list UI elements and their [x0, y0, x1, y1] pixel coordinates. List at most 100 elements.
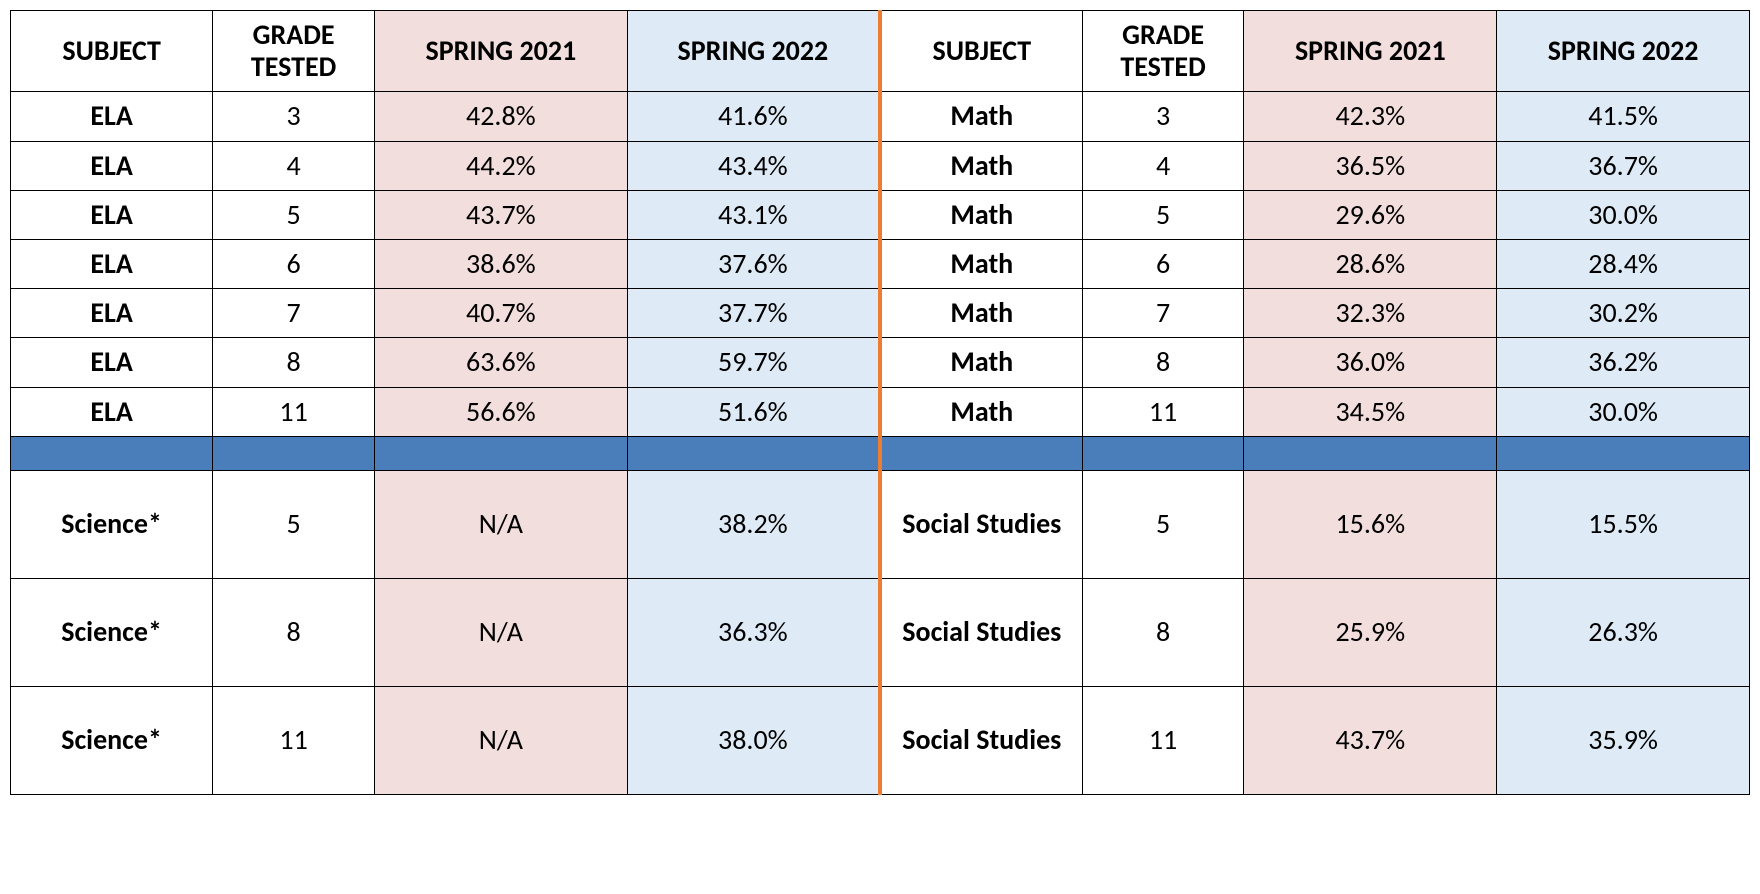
- assessment-table: SUBJECT GRADE TESTED SPRING 2021 SPRING …: [10, 10, 1750, 795]
- cell-s22: 36.3%: [627, 578, 880, 686]
- cell-grade: 8: [213, 578, 375, 686]
- cell-s21: N/A: [374, 578, 627, 686]
- cell-s21: 36.0%: [1244, 338, 1497, 387]
- cell-grade: 11: [1082, 686, 1244, 794]
- cell-grade: 11: [213, 686, 375, 794]
- sep-cell: [213, 436, 375, 470]
- cell-s21: 29.6%: [1244, 190, 1497, 239]
- cell-subject: Social Studies: [880, 578, 1082, 686]
- cell-grade: 4: [1082, 141, 1244, 190]
- sep-cell: [1244, 436, 1497, 470]
- cell-subject: ELA: [11, 92, 213, 141]
- cell-s21: 43.7%: [1244, 686, 1497, 794]
- hdr-s22-left: SPRING 2022: [627, 11, 880, 92]
- cell-s21: N/A: [374, 686, 627, 794]
- cell-s22: 30.0%: [1497, 190, 1750, 239]
- sep-cell: [374, 436, 627, 470]
- cell-subject: Math: [880, 141, 1082, 190]
- cell-grade: 6: [1082, 239, 1244, 288]
- cell-subject: Social Studies: [880, 470, 1082, 578]
- sep-cell: [1497, 436, 1750, 470]
- cell-s22: 59.7%: [627, 338, 880, 387]
- cell-s22: 15.5%: [1497, 470, 1750, 578]
- table-row: ELA 4 44.2% 43.4% Math 4 36.5% 36.7%: [11, 141, 1750, 190]
- cell-subject: Math: [880, 289, 1082, 338]
- cell-s21: 44.2%: [374, 141, 627, 190]
- table-row: Science* 11 N/A 38.0% Social Studies 11 …: [11, 686, 1750, 794]
- cell-grade: 5: [1082, 470, 1244, 578]
- table-row: Science* 5 N/A 38.2% Social Studies 5 15…: [11, 470, 1750, 578]
- cell-s21: 28.6%: [1244, 239, 1497, 288]
- cell-subject: ELA: [11, 387, 213, 436]
- cell-subject: Science*: [11, 578, 213, 686]
- cell-s22: 51.6%: [627, 387, 880, 436]
- cell-s21: 63.6%: [374, 338, 627, 387]
- hdr-subject-left: SUBJECT: [11, 11, 213, 92]
- cell-subject: Math: [880, 239, 1082, 288]
- cell-grade: 5: [213, 190, 375, 239]
- cell-s21: 25.9%: [1244, 578, 1497, 686]
- cell-grade: 3: [213, 92, 375, 141]
- cell-s22: 28.4%: [1497, 239, 1750, 288]
- cell-s22: 36.2%: [1497, 338, 1750, 387]
- table-row: Science* 8 N/A 36.3% Social Studies 8 25…: [11, 578, 1750, 686]
- cell-s22: 43.4%: [627, 141, 880, 190]
- cell-s22: 41.5%: [1497, 92, 1750, 141]
- hdr-s22-right: SPRING 2022: [1497, 11, 1750, 92]
- cell-s22: 38.2%: [627, 470, 880, 578]
- cell-s21: 43.7%: [374, 190, 627, 239]
- cell-subject: ELA: [11, 289, 213, 338]
- cell-s21: 34.5%: [1244, 387, 1497, 436]
- cell-s21: 56.6%: [374, 387, 627, 436]
- cell-s22: 37.6%: [627, 239, 880, 288]
- cell-s22: 35.9%: [1497, 686, 1750, 794]
- hdr-s21-left: SPRING 2021: [374, 11, 627, 92]
- cell-subject: Science*: [11, 470, 213, 578]
- cell-grade: 5: [213, 470, 375, 578]
- table-row: ELA 8 63.6% 59.7% Math 8 36.0% 36.2%: [11, 338, 1750, 387]
- cell-s21: 42.3%: [1244, 92, 1497, 141]
- hdr-grade-right: GRADE TESTED: [1082, 11, 1244, 92]
- cell-grade: 11: [213, 387, 375, 436]
- table-row: ELA 5 43.7% 43.1% Math 5 29.6% 30.0%: [11, 190, 1750, 239]
- cell-subject: ELA: [11, 239, 213, 288]
- cell-subject: Social Studies: [880, 686, 1082, 794]
- hdr-subject-right: SUBJECT: [880, 11, 1082, 92]
- cell-subject: Math: [880, 190, 1082, 239]
- cell-grade: 4: [213, 141, 375, 190]
- cell-s22: 43.1%: [627, 190, 880, 239]
- cell-s22: 36.7%: [1497, 141, 1750, 190]
- table-row: ELA 6 38.6% 37.6% Math 6 28.6% 28.4%: [11, 239, 1750, 288]
- cell-s22: 30.0%: [1497, 387, 1750, 436]
- table-body: ELA 3 42.8% 41.6% Math 3 42.3% 41.5% ELA…: [11, 92, 1750, 794]
- separator-row: [11, 436, 1750, 470]
- cell-s22: 37.7%: [627, 289, 880, 338]
- hdr-s21-right: SPRING 2021: [1244, 11, 1497, 92]
- sep-cell: [1082, 436, 1244, 470]
- cell-s21: 15.6%: [1244, 470, 1497, 578]
- hdr-grade-left: GRADE TESTED: [213, 11, 375, 92]
- cell-s21: 40.7%: [374, 289, 627, 338]
- cell-subject: Math: [880, 338, 1082, 387]
- table-row: ELA 3 42.8% 41.6% Math 3 42.3% 41.5%: [11, 92, 1750, 141]
- cell-grade: 7: [213, 289, 375, 338]
- sep-cell: [11, 436, 213, 470]
- cell-s21: 32.3%: [1244, 289, 1497, 338]
- cell-s21: 36.5%: [1244, 141, 1497, 190]
- cell-s21: 42.8%: [374, 92, 627, 141]
- cell-s21: 38.6%: [374, 239, 627, 288]
- table-row: ELA 11 56.6% 51.6% Math 11 34.5% 30.0%: [11, 387, 1750, 436]
- cell-grade: 8: [1082, 578, 1244, 686]
- sep-cell: [880, 436, 1082, 470]
- cell-grade: 3: [1082, 92, 1244, 141]
- header-row: SUBJECT GRADE TESTED SPRING 2021 SPRING …: [11, 11, 1750, 92]
- cell-grade: 6: [213, 239, 375, 288]
- cell-grade: 7: [1082, 289, 1244, 338]
- cell-s22: 30.2%: [1497, 289, 1750, 338]
- cell-grade: 8: [213, 338, 375, 387]
- cell-grade: 5: [1082, 190, 1244, 239]
- cell-s21: N/A: [374, 470, 627, 578]
- cell-s22: 41.6%: [627, 92, 880, 141]
- cell-subject: ELA: [11, 338, 213, 387]
- cell-grade: 8: [1082, 338, 1244, 387]
